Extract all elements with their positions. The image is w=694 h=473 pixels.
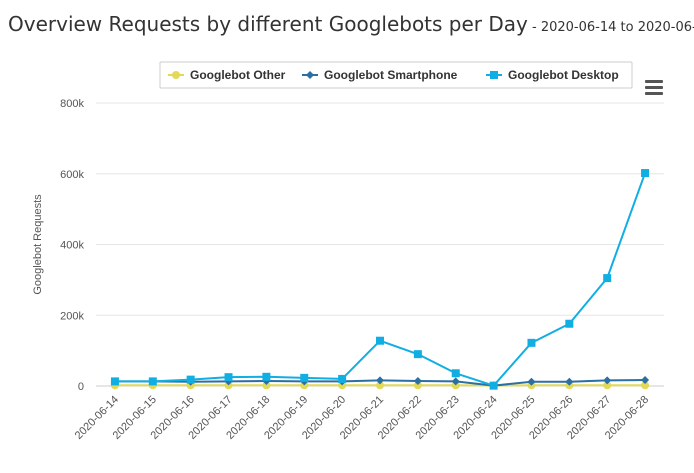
series-line-googlebot-desktop (114, 172, 647, 387)
data-point (451, 377, 460, 386)
data-point (603, 376, 612, 385)
data-point (186, 375, 195, 384)
data-point (224, 373, 233, 382)
legend-label: Googlebot Desktop (508, 68, 619, 82)
data-point (451, 369, 460, 378)
data-point (262, 372, 271, 381)
y-tick-label: 800k (60, 98, 84, 110)
legend-marker (172, 71, 180, 79)
y-tick-label: 400k (60, 240, 84, 252)
y-tick-label: 200k (60, 310, 84, 322)
data-point (603, 274, 612, 283)
data-point (376, 381, 384, 390)
data-point (527, 338, 536, 347)
data-point (565, 377, 574, 386)
legend-label: Googlebot Other (190, 68, 286, 82)
data-point (527, 377, 536, 386)
data-point (641, 169, 650, 178)
data-point (338, 374, 347, 383)
data-point (641, 375, 650, 384)
data-point (413, 381, 422, 390)
legend-box (159, 61, 633, 89)
data-point (376, 376, 384, 385)
legend-marker (306, 71, 314, 79)
data-point (641, 381, 650, 390)
chart-subtitle: - 2020-06-14 to 2020-06-28 (532, 20, 694, 35)
chart-title-row: Overview Requests by different Googlebot… (8, 12, 694, 36)
data-point (489, 381, 498, 390)
y-tick-label: 0 (78, 381, 84, 393)
data-point (262, 381, 271, 390)
data-point (110, 377, 119, 386)
data-point (300, 373, 309, 382)
data-point (413, 377, 422, 386)
y-axis-label: Googlebot Requests (32, 194, 44, 295)
chart-title: Overview Requests by different Googlebot… (8, 12, 528, 36)
data-point (376, 336, 384, 345)
data-point (603, 381, 612, 390)
legend-marker (490, 71, 498, 79)
legend-label: Googlebot Smartphone (324, 68, 458, 82)
y-tick-label: 600k (60, 169, 84, 181)
data-point (148, 377, 157, 386)
data-point (413, 350, 422, 359)
hamburger-menu-icon[interactable] (642, 78, 666, 98)
data-point (565, 319, 574, 328)
